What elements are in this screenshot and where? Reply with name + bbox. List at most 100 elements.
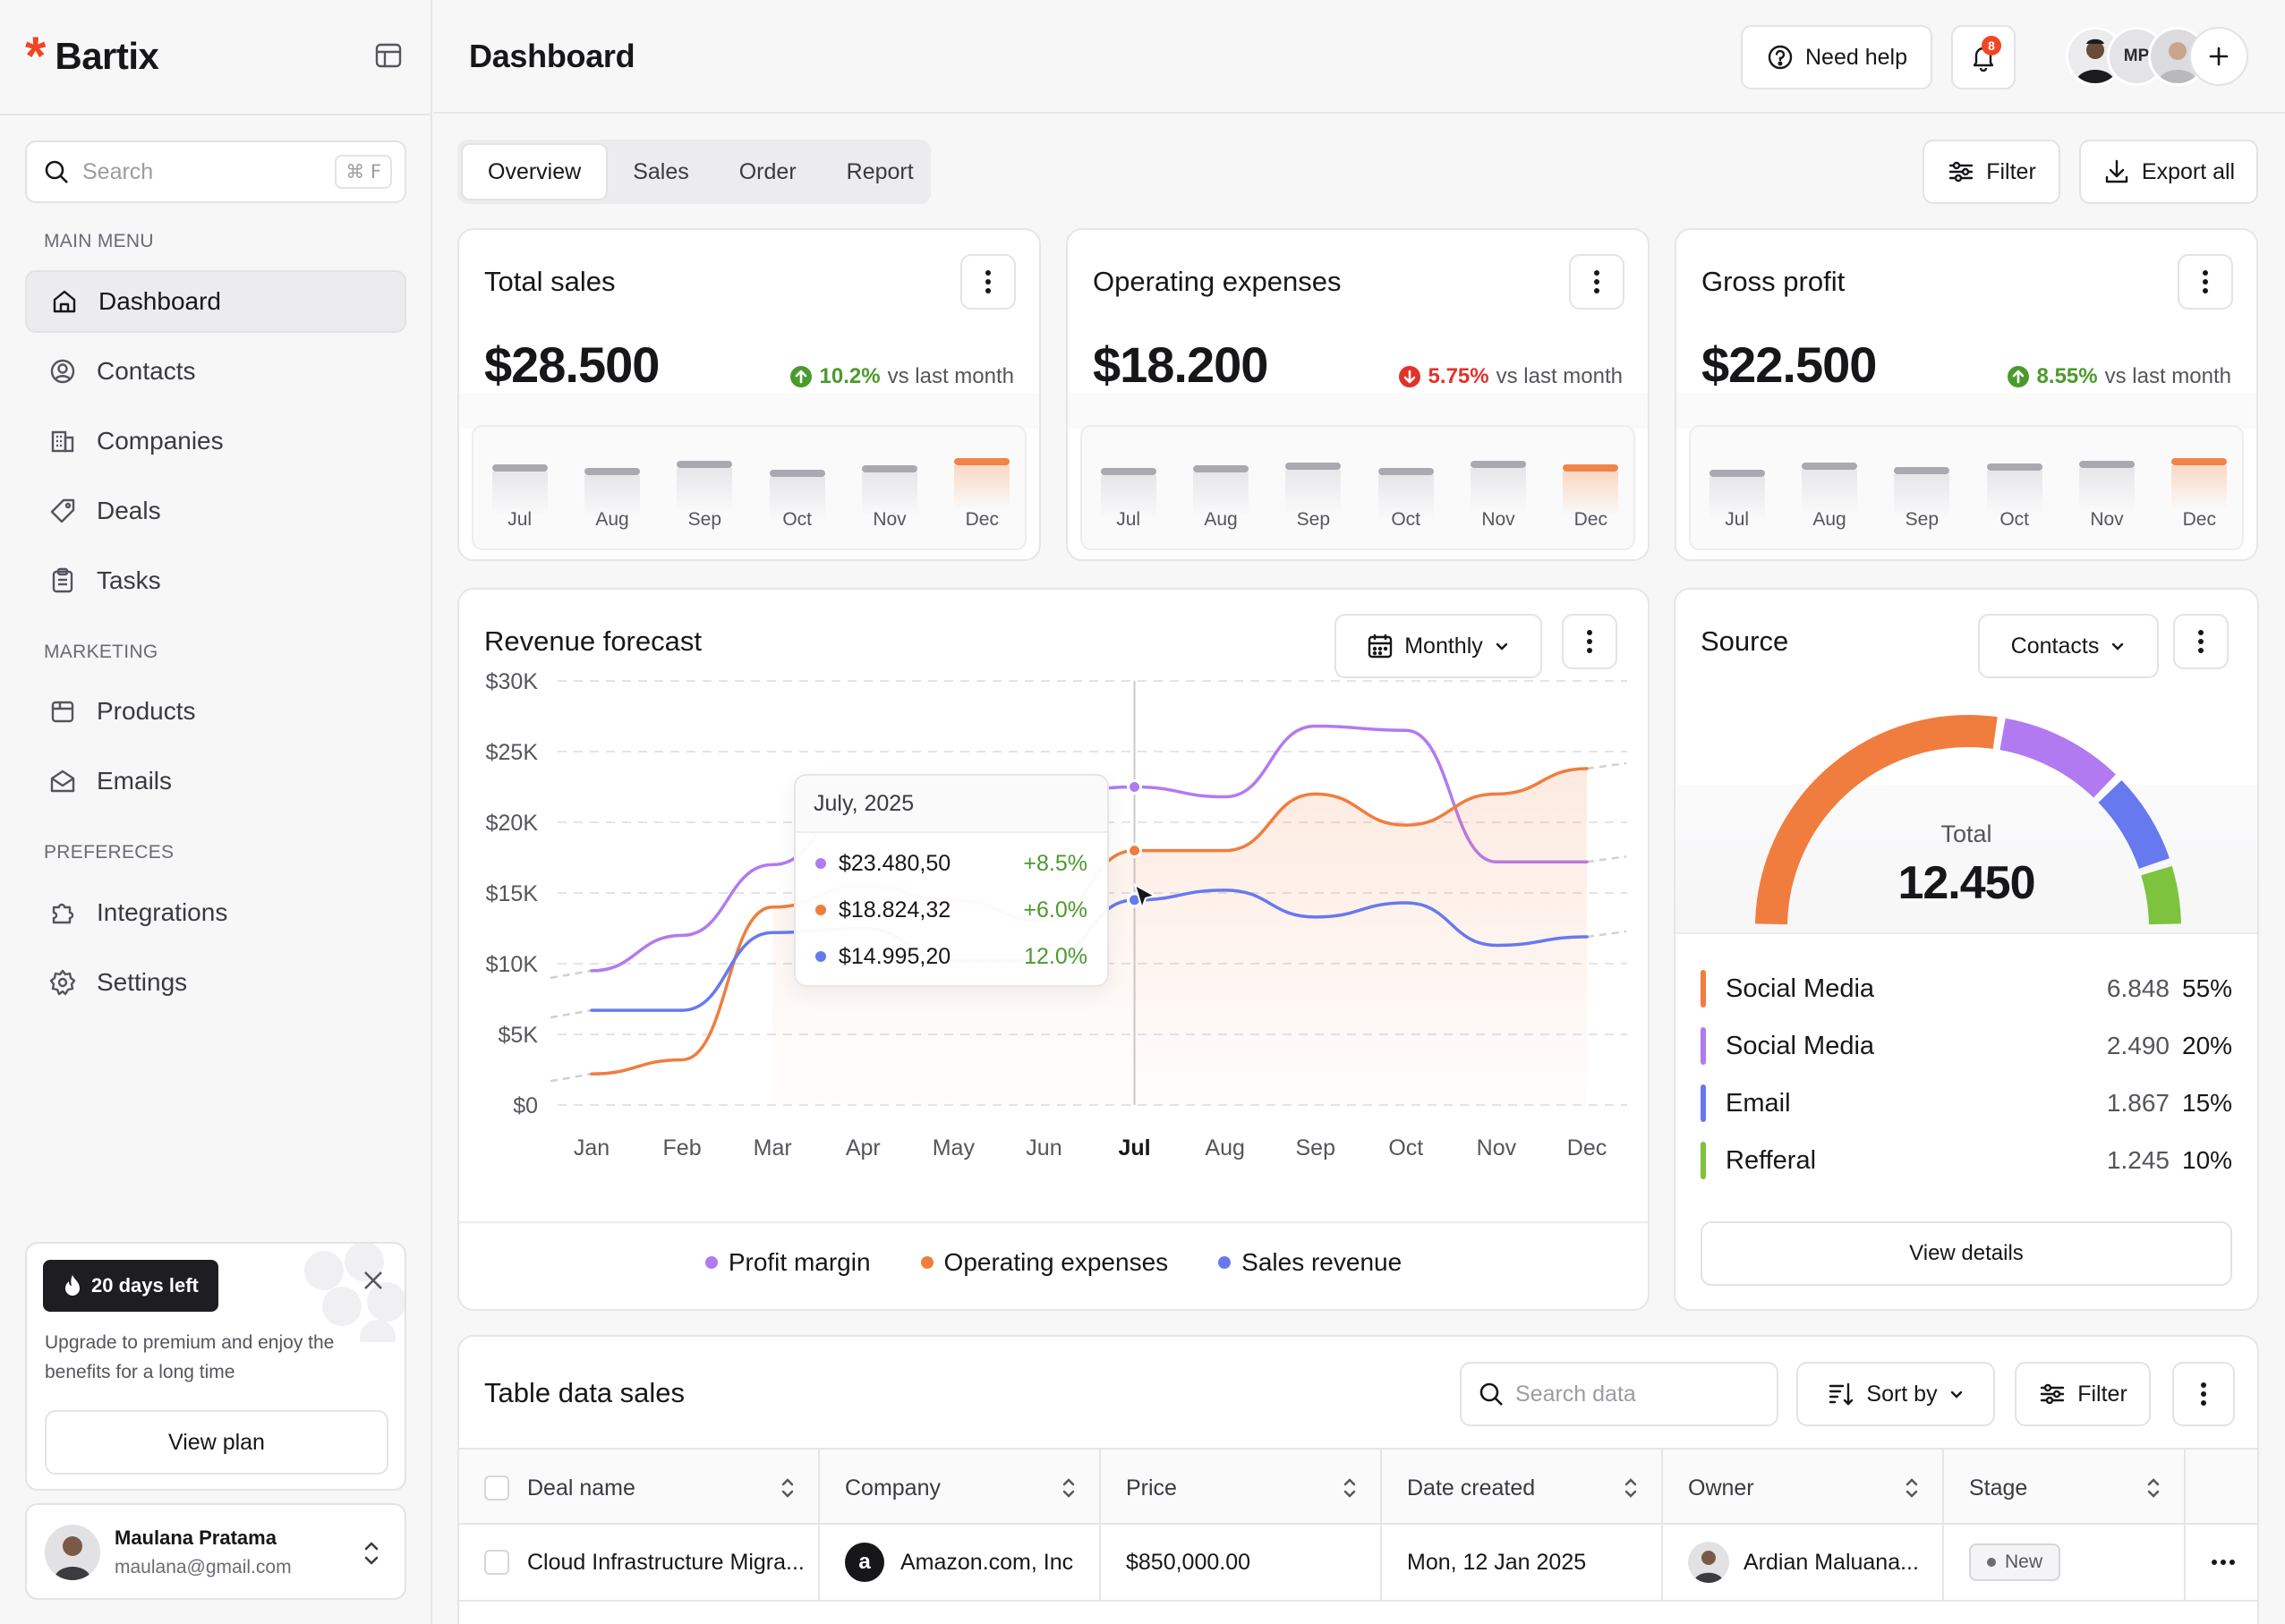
sort-arrows-icon[interactable] bbox=[779, 1475, 797, 1501]
view-details-button[interactable]: View details bbox=[1701, 1221, 2232, 1286]
sidebar-item-companies[interactable]: Companies bbox=[25, 410, 406, 472]
source-row[interactable]: Refferal 1.245 10% bbox=[1701, 1141, 2232, 1180]
kpi-bar-cap bbox=[1193, 465, 1249, 473]
kpi-delta-suffix: vs last month bbox=[1496, 364, 1623, 388]
tab-overview[interactable]: Overview bbox=[461, 143, 609, 200]
tooltip-title: July, 2025 bbox=[796, 776, 1107, 833]
select-all-checkbox[interactable] bbox=[484, 1475, 509, 1501]
sort-by-dropdown[interactable]: Sort by bbox=[1796, 1362, 1995, 1426]
series-point[interactable] bbox=[1127, 843, 1143, 859]
sidebar-item-settings[interactable]: Settings bbox=[25, 951, 406, 1014]
table-filter-button[interactable]: Filter bbox=[2015, 1362, 2151, 1426]
row-checkbox[interactable] bbox=[484, 1550, 509, 1575]
search-input[interactable]: Search ⌘ F bbox=[25, 140, 406, 203]
kpi-more-button[interactable] bbox=[2178, 254, 2233, 310]
forecast-title: Revenue forecast bbox=[484, 625, 702, 657]
sidebar-item-dashboard[interactable]: Dashboard bbox=[25, 270, 406, 333]
kpi-title: Operating expenses bbox=[1093, 266, 1342, 297]
sort-arrows-icon[interactable] bbox=[1903, 1475, 1921, 1501]
chevron-down-icon bbox=[2112, 642, 2124, 650]
sidebar-item-emails[interactable]: Emails bbox=[25, 750, 406, 812]
source-pct: 15% bbox=[2182, 1089, 2233, 1117]
column-header-stage[interactable]: Stage bbox=[1944, 1450, 2186, 1526]
brand-logo[interactable]: * Bartix bbox=[25, 30, 159, 83]
table-search-input[interactable]: Search data bbox=[1460, 1362, 1778, 1426]
view-plan-button[interactable]: View plan bbox=[45, 1410, 388, 1475]
column-label: Owner bbox=[1688, 1475, 1754, 1501]
source-row[interactable]: Email 1.867 15% bbox=[1701, 1084, 2232, 1123]
legend-item[interactable]: Operating expenses bbox=[920, 1248, 1168, 1277]
close-icon[interactable] bbox=[360, 1267, 387, 1294]
y-tick-label: $5K bbox=[499, 1023, 539, 1048]
gauge-segment[interactable] bbox=[2098, 779, 2170, 870]
sidebar-item-deals[interactable]: Deals bbox=[25, 480, 406, 542]
tab-report[interactable]: Report bbox=[846, 158, 914, 184]
kpi-more-button[interactable] bbox=[1569, 254, 1624, 310]
sort-arrows-icon[interactable] bbox=[1060, 1475, 1078, 1501]
series-point[interactable] bbox=[1127, 779, 1143, 795]
source-row[interactable]: Social Media 6.848 55% bbox=[1701, 969, 2232, 1008]
table-header: Deal name Company Price Date created Own… bbox=[459, 1448, 2257, 1526]
notifications-button[interactable]: 8 bbox=[1951, 25, 2016, 89]
user-profile-switcher[interactable]: Maulana Pratama maulana@gmail.com bbox=[25, 1503, 406, 1600]
sidebar-item-products[interactable]: Products bbox=[25, 680, 406, 743]
gauge-segment[interactable] bbox=[1999, 718, 2117, 798]
search-icon bbox=[45, 160, 68, 183]
source-filter-label: Contacts bbox=[2010, 633, 2100, 659]
gauge-segment[interactable] bbox=[2141, 865, 2181, 925]
amazon-logo-icon: a bbox=[845, 1543, 884, 1582]
column-header-deal[interactable]: Deal name bbox=[459, 1450, 820, 1526]
column-header-date[interactable]: Date created bbox=[1382, 1450, 1663, 1526]
divider bbox=[459, 1221, 1648, 1223]
source-dropdown[interactable]: Contacts bbox=[1978, 614, 2159, 678]
filter-button[interactable]: Filter bbox=[1923, 140, 2060, 204]
page-title: Dashboard bbox=[469, 38, 635, 74]
kpi-bar-fade bbox=[769, 477, 825, 522]
add-member-button[interactable] bbox=[2189, 27, 2248, 86]
column-label: Date created bbox=[1407, 1475, 1536, 1501]
column-header-company[interactable]: Company bbox=[820, 1450, 1101, 1526]
row-actions-button[interactable] bbox=[2186, 1525, 2257, 1600]
kpi-band bbox=[459, 393, 1039, 429]
tab-order[interactable]: Order bbox=[738, 158, 797, 184]
legend-label: Sales revenue bbox=[1241, 1248, 1403, 1276]
legend-item[interactable]: Profit margin bbox=[704, 1248, 871, 1277]
kpi-title: Total sales bbox=[484, 266, 616, 297]
deal-name: Cloud Infrastructure Migra... bbox=[527, 1549, 805, 1575]
home-icon bbox=[53, 290, 76, 313]
forecast-more-button[interactable] bbox=[1562, 614, 1617, 669]
kpi-bar-fade bbox=[1285, 470, 1342, 514]
kpi-bar-fade bbox=[862, 472, 917, 518]
tab-sales[interactable]: Sales bbox=[633, 158, 689, 184]
table-more-button[interactable] bbox=[2172, 1362, 2235, 1426]
kpi-bar-cap bbox=[1894, 466, 1950, 474]
sort-arrows-icon[interactable] bbox=[2144, 1475, 2162, 1501]
source-pct: 20% bbox=[2182, 1032, 2233, 1059]
kpi-bar-fade bbox=[677, 468, 733, 513]
source-more-button[interactable] bbox=[2173, 614, 2229, 669]
legend-item[interactable]: Sales revenue bbox=[1218, 1248, 1402, 1277]
sort-arrows-icon[interactable] bbox=[1341, 1475, 1359, 1501]
section-marketing: MARKETING bbox=[44, 642, 158, 662]
y-tick-label: $0 bbox=[513, 1093, 538, 1118]
sidebar-item-integrations[interactable]: Integrations bbox=[25, 881, 406, 944]
legend-dot bbox=[1218, 1256, 1232, 1269]
column-header-owner[interactable]: Owner bbox=[1663, 1450, 1944, 1526]
kpi-month-label: Nov bbox=[2090, 509, 2124, 530]
source-row[interactable]: Social Media 2.490 20% bbox=[1701, 1026, 2232, 1066]
sort-arrows-icon[interactable] bbox=[1622, 1475, 1640, 1501]
gauge-segment[interactable] bbox=[1755, 715, 1998, 925]
sidebar-item-contacts[interactable]: Contacts bbox=[25, 340, 406, 403]
trial-badge: 20 days left bbox=[43, 1260, 218, 1312]
more-vertical-icon bbox=[2198, 630, 2204, 653]
sidebar-collapse-icon[interactable] bbox=[374, 41, 403, 70]
x-tick-label: Sep bbox=[1295, 1135, 1334, 1161]
column-header-price[interactable]: Price bbox=[1101, 1450, 1382, 1526]
kpi-more-button[interactable] bbox=[960, 254, 1016, 310]
period-dropdown[interactable]: Monthly bbox=[1334, 614, 1542, 678]
sidebar-item-tasks[interactable]: Tasks bbox=[25, 549, 406, 612]
need-help-button[interactable]: Need help bbox=[1741, 25, 1932, 89]
source-label: Refferal bbox=[1726, 1145, 1817, 1175]
kpi-bar-cap bbox=[1471, 461, 1526, 468]
export-all-button[interactable]: Export all bbox=[2079, 140, 2258, 204]
